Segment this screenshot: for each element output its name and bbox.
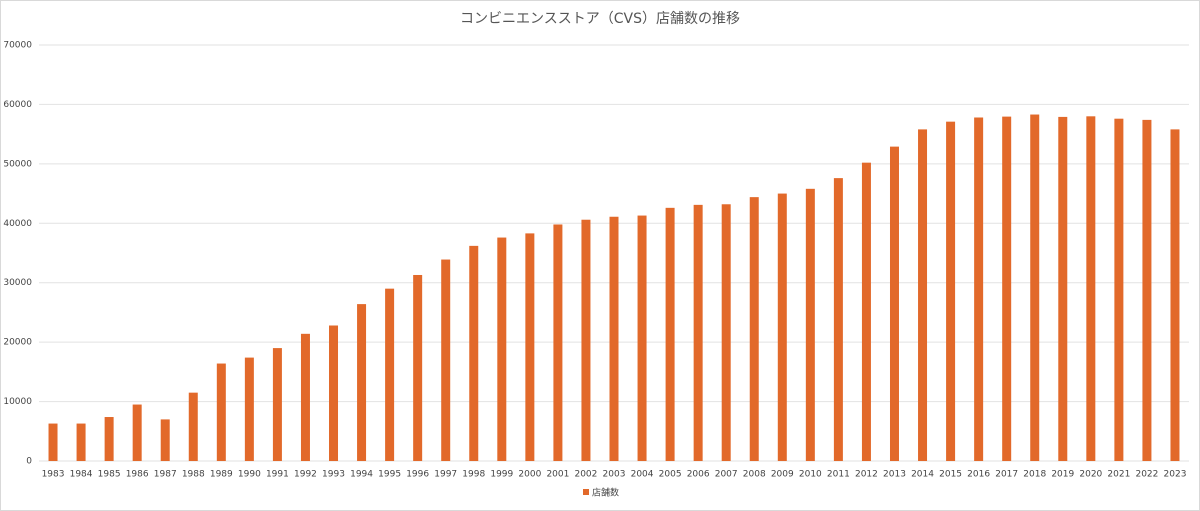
bar [581, 219, 591, 461]
x-tick-label: 1987 [154, 470, 177, 480]
bar [272, 348, 282, 461]
x-tick-label: 2009 [771, 470, 794, 480]
x-tick-label: 2001 [546, 470, 569, 480]
x-tick-label: 1990 [238, 470, 261, 480]
bar [525, 233, 535, 461]
x-tick-label: 2004 [631, 470, 654, 480]
x-tick-label: 2015 [939, 470, 962, 480]
bar [441, 259, 451, 461]
y-tick-label: 30000 [3, 278, 32, 288]
bar [413, 274, 423, 461]
x-tick-label: 1998 [462, 470, 485, 480]
x-tick-label: 1993 [322, 470, 345, 480]
x-tick-label: 1999 [490, 470, 513, 480]
y-tick-label: 0 [26, 457, 32, 467]
x-tick-label: 2018 [1023, 470, 1046, 480]
x-tick-label: 2005 [659, 470, 682, 480]
x-tick-label: 2008 [743, 470, 766, 480]
x-tick-label: 1988 [182, 470, 205, 480]
y-tick-label: 20000 [3, 338, 32, 348]
x-tick-label: 1989 [210, 470, 233, 480]
x-tick-label: 2014 [911, 470, 934, 480]
legend-swatch [583, 489, 589, 495]
x-tick-label: 2003 [603, 470, 626, 480]
bar [749, 197, 759, 461]
bar [805, 188, 815, 461]
x-tick-label: 1996 [406, 470, 429, 480]
bar [244, 357, 254, 461]
bar [160, 419, 170, 461]
x-tick-label: 1985 [98, 470, 121, 480]
bar [216, 363, 226, 461]
x-tick-label: 2007 [715, 470, 738, 480]
y-tick-label: 60000 [3, 100, 32, 110]
bar [777, 193, 787, 462]
bar [104, 417, 114, 461]
x-tick-label: 1992 [294, 470, 317, 480]
x-tick-label: 1994 [350, 470, 373, 480]
x-tick-label: 2010 [799, 470, 822, 480]
legend-label: 店舗数 [592, 487, 619, 499]
x-tick-label: 2016 [967, 470, 990, 480]
bar [1058, 116, 1068, 461]
bar [946, 121, 956, 462]
x-tick-label: 2022 [1135, 470, 1158, 480]
y-tick-label: 10000 [3, 397, 32, 407]
x-tick-label: 1983 [42, 470, 65, 480]
bar [693, 204, 703, 461]
x-tick-label: 1984 [70, 470, 93, 480]
bar [665, 207, 675, 461]
bar [76, 423, 86, 461]
bar [974, 117, 984, 461]
x-tick-label: 2012 [855, 470, 878, 480]
bar [721, 204, 731, 462]
x-tick-label: 1995 [378, 470, 401, 480]
bar [1170, 129, 1180, 462]
chart-title: コンビニエンスストア（CVS）店舗数の推移 [460, 11, 740, 27]
bar [918, 129, 928, 462]
x-tick-label: 2006 [687, 470, 710, 480]
bar [300, 333, 310, 461]
bar [1142, 119, 1152, 461]
x-tick-label: 2013 [883, 470, 906, 480]
y-tick-label: 50000 [3, 159, 32, 169]
x-tick-label: 2023 [1164, 470, 1187, 480]
bar [553, 224, 563, 461]
bar [1002, 116, 1012, 462]
bar [1086, 116, 1096, 462]
y-tick-label: 40000 [3, 219, 32, 229]
x-tick-label: 1986 [126, 470, 149, 480]
x-tick-label: 2021 [1107, 470, 1130, 480]
bar [833, 178, 843, 461]
x-tick-label: 2019 [1051, 470, 1074, 480]
bar [188, 392, 198, 461]
bar [329, 325, 339, 461]
bar [385, 288, 395, 461]
bar [1114, 118, 1124, 461]
x-tick-label: 2000 [518, 470, 541, 480]
bar [609, 216, 619, 461]
bar [469, 245, 479, 461]
x-tick-label: 1991 [266, 470, 289, 480]
x-tick-label: 2011 [827, 470, 850, 480]
bar [132, 404, 142, 461]
x-tick-label: 2020 [1079, 470, 1102, 480]
bar [357, 304, 367, 461]
bar [889, 146, 899, 461]
y-tick-label: 70000 [3, 41, 32, 51]
bar [497, 237, 507, 461]
bar [637, 215, 647, 461]
bar [1030, 114, 1040, 461]
x-tick-label: 2017 [995, 470, 1018, 480]
x-tick-label: 1997 [434, 470, 457, 480]
bar [48, 423, 58, 461]
x-tick-label: 2002 [574, 470, 597, 480]
bar [861, 162, 871, 461]
